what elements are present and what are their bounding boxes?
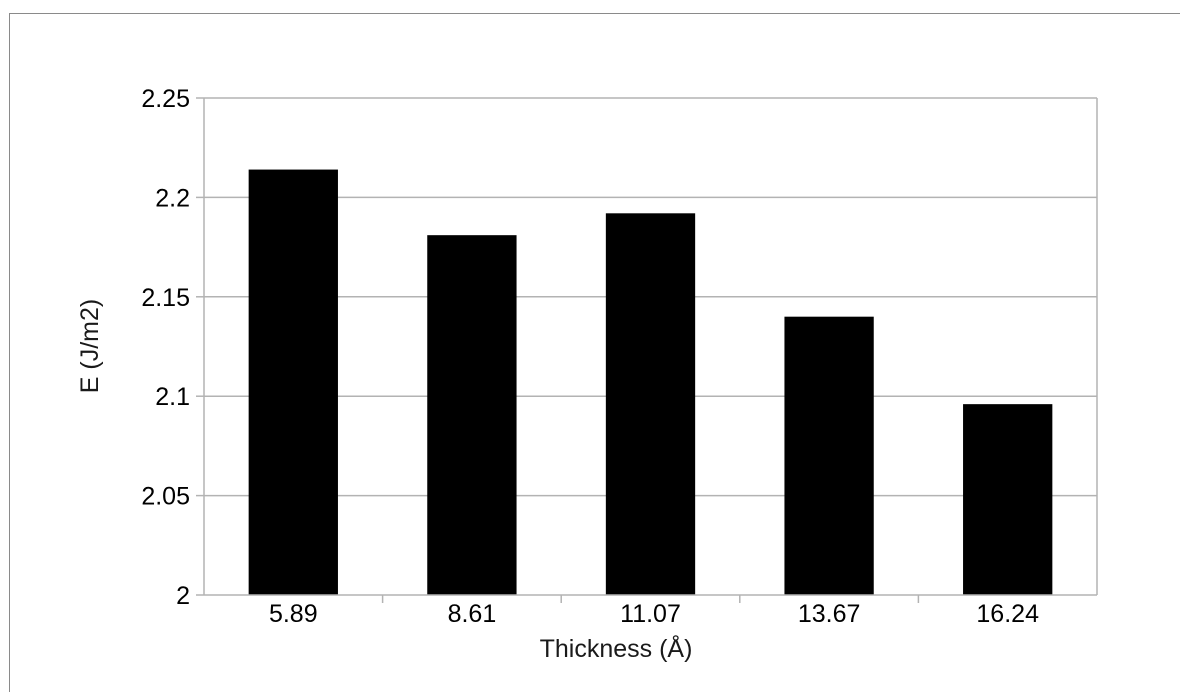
y-axis-title: E (J/m2) [76,299,104,393]
bar [963,404,1053,595]
x-tick-label: 13.67 [798,600,861,628]
tick-labels: 2 2.05 2.1 2.15 2.2 2.25 5.89 8.61 11.07 13.67 16.… [141,85,1039,628]
y-tick-label: 2.25 [141,85,190,113]
y-tick-label: 2 [176,582,190,610]
bar [248,169,338,595]
y-tick-label: 2.1 [155,383,190,411]
bar [784,316,874,595]
x-axis-title: Thickness (Å) [540,633,693,663]
axes [196,97,1098,603]
x-tick-label: 8.61 [448,600,497,628]
x-tick-label: 16.24 [976,600,1039,628]
y-tick-label: 2.05 [141,483,190,511]
y-tick-label: 2.15 [141,284,190,312]
bar [605,213,696,595]
bar [427,235,517,595]
x-tick-label: 5.89 [269,600,318,628]
y-tick-label: 2.2 [155,184,190,212]
bars [248,169,1053,595]
x-tick-label: 11.07 [620,600,681,628]
chart-frame [9,13,1180,692]
